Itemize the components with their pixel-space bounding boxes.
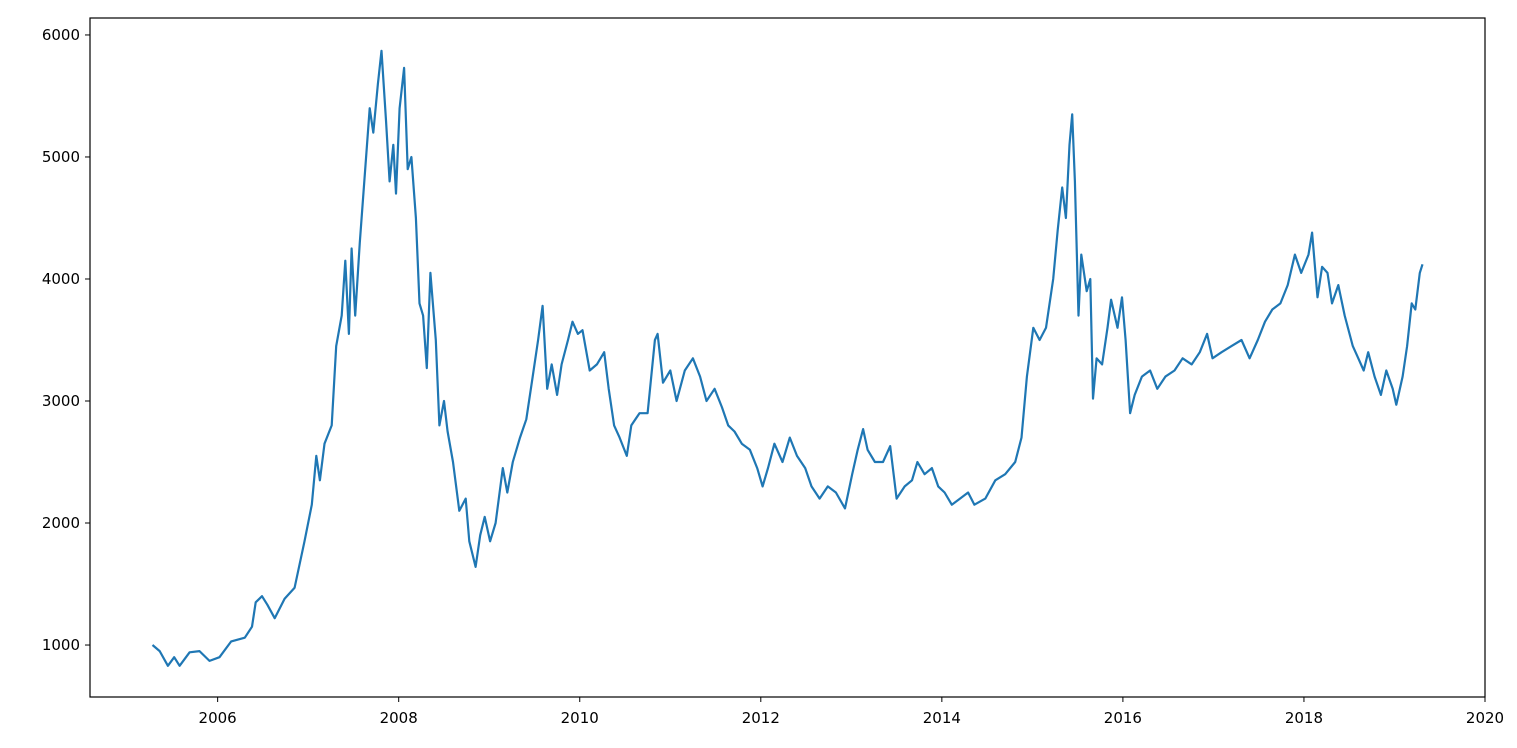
x-tick-label: 2020 — [1466, 709, 1504, 727]
plot-frame — [89, 17, 1486, 698]
y-tick-label: 2000 — [42, 514, 80, 532]
y-tick-label: 6000 — [42, 26, 80, 44]
y-tick-label: 5000 — [42, 148, 80, 166]
x-tick-label: 2016 — [1104, 709, 1142, 727]
x-tick-label: 2012 — [742, 709, 780, 727]
x-tick-label: 2014 — [923, 709, 961, 727]
y-tick-label: 3000 — [42, 392, 80, 410]
x-tick-label: 2010 — [561, 709, 599, 727]
y-tick-label: 1000 — [42, 636, 80, 654]
y-tick-label: 4000 — [42, 270, 80, 288]
x-tick-label: 2018 — [1285, 709, 1323, 727]
x-tick-label: 2006 — [199, 709, 237, 727]
data-line — [151, 49, 1424, 667]
x-tick-label: 2008 — [380, 709, 418, 727]
